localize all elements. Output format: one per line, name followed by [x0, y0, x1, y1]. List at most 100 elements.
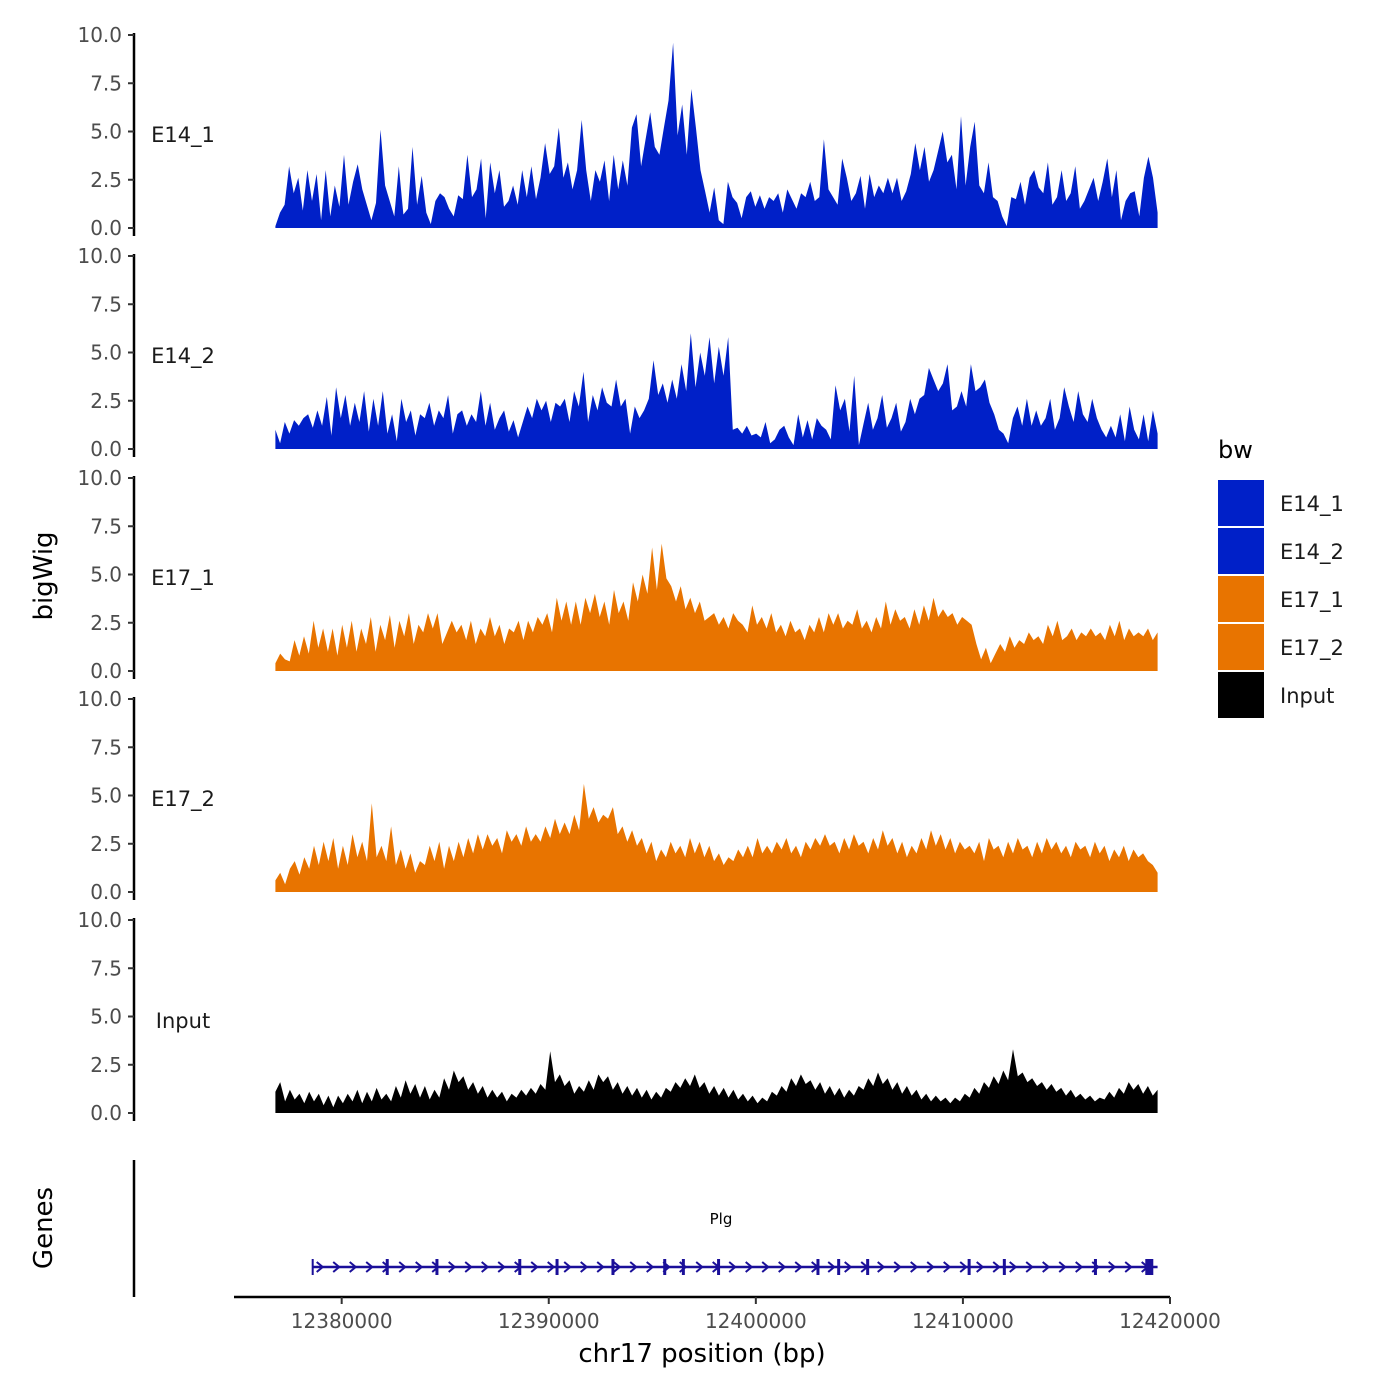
y-tick-label: 0.0 — [90, 437, 122, 461]
strand-arrow — [1108, 1261, 1117, 1273]
strand-arrow — [827, 1261, 836, 1273]
legend-title: bw — [1218, 436, 1253, 464]
y-axis-title: bigWig — [29, 531, 59, 620]
exon — [816, 1259, 820, 1275]
strand-arrow — [563, 1261, 572, 1273]
y-tick-label: 7.5 — [90, 514, 122, 538]
strand-arrow — [992, 1261, 1001, 1273]
x-tick-label: 12410000 — [912, 1309, 1014, 1333]
strand-arrow — [877, 1261, 886, 1273]
legend-swatch-E14_2 — [1218, 528, 1264, 574]
strand-arrow — [695, 1261, 704, 1273]
strand-arrow — [1124, 1261, 1133, 1273]
legend-label-Input: Input — [1280, 684, 1334, 708]
y-tick-label: 2.5 — [90, 611, 122, 635]
exon — [435, 1259, 439, 1275]
y-tick-label: 2.5 — [90, 168, 122, 192]
exon — [681, 1259, 685, 1275]
strand-arrow — [1042, 1261, 1051, 1273]
tracks-layer: 0.0 2.5 5.0 7.5 10.0 E14_1 0.0 2.5 5.0 7.5 10.0 E14… — [77, 23, 1158, 1125]
legend-swatch-Input — [1218, 672, 1264, 718]
strand-arrow — [613, 1261, 622, 1273]
strand-arrow — [761, 1261, 770, 1273]
strand-arrow — [943, 1261, 952, 1273]
area-Input — [275, 1049, 1158, 1113]
y-tick-label: 0.0 — [90, 659, 122, 683]
strand-arrow — [1009, 1261, 1018, 1273]
legend: bw E14_1 E14_2 E17_1 E17_2 Input — [1218, 436, 1344, 718]
x-tick-label: 12390000 — [498, 1309, 600, 1333]
track-Input: 0.0 2.5 5.0 7.5 10.0 Input — [77, 908, 1158, 1125]
strand-arrow — [893, 1261, 902, 1273]
y-tick-label: 5.0 — [90, 563, 122, 587]
strand-arrow — [778, 1261, 787, 1273]
exon — [967, 1259, 971, 1275]
strand-arrow — [497, 1261, 506, 1273]
strand-arrow — [316, 1261, 325, 1273]
legend-swatch-E17_2 — [1218, 624, 1264, 670]
area-E17_2 — [275, 783, 1158, 892]
strand-arrow — [926, 1261, 935, 1273]
y-tick-label: 5.0 — [90, 341, 122, 365]
strand-arrow — [481, 1261, 490, 1273]
strand-arrow — [596, 1261, 605, 1273]
gene-label: Plg — [710, 1210, 733, 1228]
strand-arrow — [728, 1261, 737, 1273]
area-E17_1 — [275, 543, 1158, 671]
strand-arrow — [415, 1261, 424, 1273]
exon — [555, 1259, 559, 1275]
strand-arrow — [332, 1261, 341, 1273]
track-E14_2: 0.0 2.5 5.0 7.5 10.0 E14_2 — [77, 244, 1158, 461]
y-tick-label: 0.0 — [90, 880, 122, 904]
track-label-E14_2: E14_2 — [151, 344, 215, 369]
y-tick-label: 7.5 — [90, 956, 122, 980]
strand-arrow — [398, 1261, 407, 1273]
strand-arrow — [349, 1261, 358, 1273]
strand-arrow — [1058, 1261, 1067, 1273]
y-tick-label: 5.0 — [90, 784, 122, 808]
exon — [1093, 1259, 1097, 1275]
x-tick-label: 12400000 — [705, 1309, 807, 1333]
legend-label-E14_1: E14_1 — [1280, 492, 1344, 517]
x-axis: 12380000 12390000 12400000 12410000 12420000 — [234, 1295, 1221, 1333]
strand-arrow — [959, 1261, 968, 1273]
y-tick-label: 2.5 — [90, 389, 122, 413]
exon — [1145, 1259, 1154, 1275]
track-label-E17_2: E17_2 — [151, 787, 215, 812]
track-label-E14_1: E14_1 — [151, 123, 215, 148]
exon — [518, 1259, 522, 1275]
y-tick-label: 0.0 — [90, 1101, 122, 1125]
y-tick-label: 10.0 — [77, 908, 122, 932]
y-tick-label: 7.5 — [90, 735, 122, 759]
y-tick-label: 10.0 — [77, 687, 122, 711]
strand-arrow — [547, 1261, 556, 1273]
gene-track — [132, 1160, 1158, 1297]
strand-arrow — [1075, 1261, 1084, 1273]
exon — [1002, 1259, 1006, 1275]
exon — [866, 1259, 870, 1275]
y-tick-label: 10.0 — [77, 244, 122, 268]
area-E14_1 — [275, 42, 1158, 229]
exon — [385, 1259, 389, 1275]
strand-arrow — [844, 1261, 853, 1273]
y-tick-label: 2.5 — [90, 832, 122, 856]
strand-arrow — [530, 1261, 539, 1273]
strand-arrow — [745, 1261, 754, 1273]
exon — [717, 1259, 721, 1275]
track-E17_2: 0.0 2.5 5.0 7.5 10.0 E17_2 — [77, 687, 1158, 904]
strand-arrow — [1025, 1261, 1034, 1273]
track-label-E17_1: E17_1 — [151, 566, 215, 591]
strand-arrow — [910, 1261, 919, 1273]
track-E17_1: 0.0 2.5 5.0 7.5 10.0 E17_1 — [77, 466, 1158, 683]
legend-label-E14_2: E14_2 — [1280, 540, 1344, 565]
legend-swatch-E14_1 — [1218, 480, 1264, 526]
strand-arrow — [464, 1261, 473, 1273]
track-E14_1: 0.0 2.5 5.0 7.5 10.0 E14_1 — [77, 23, 1158, 240]
legend-swatch-E17_1 — [1218, 576, 1264, 622]
y-tick-label: 7.5 — [90, 292, 122, 316]
y-tick-label: 7.5 — [90, 71, 122, 95]
y-tick-label: 5.0 — [90, 1005, 122, 1029]
y-tick-label: 5.0 — [90, 120, 122, 144]
y-tick-label: 0.0 — [90, 216, 122, 240]
